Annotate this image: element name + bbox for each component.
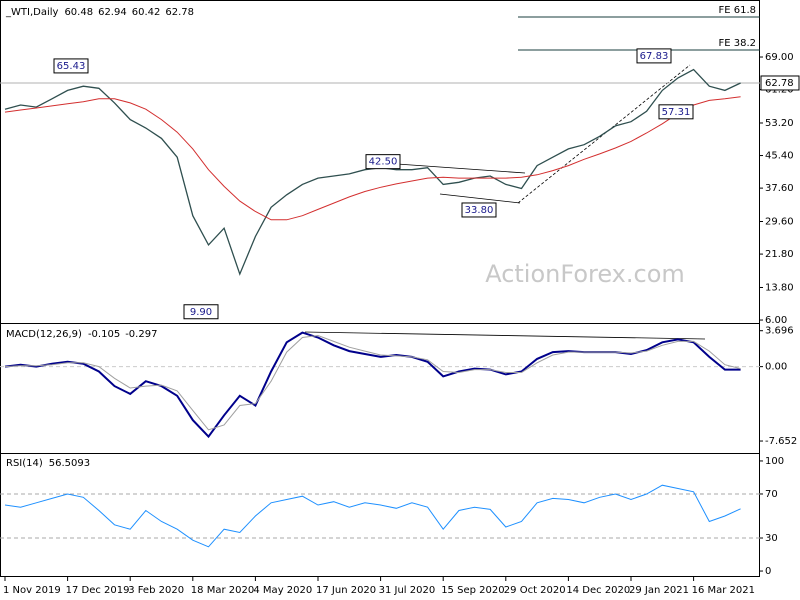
series-line	[4, 96, 741, 221]
price-label: 33.80	[465, 205, 494, 216]
price-label-box	[53, 58, 89, 74]
panel-title: _WTI,Daily	[5, 7, 59, 18]
last-price-box	[760, 75, 800, 91]
frame	[0, 0, 760, 577]
y-tick-label: 37.60	[765, 183, 794, 194]
y-tick-label: 69.00	[765, 52, 794, 63]
panel-reading: 62.78	[165, 7, 194, 18]
price-label: 57.31	[662, 107, 691, 118]
fe-label: FE 61.8	[718, 5, 756, 16]
trend-line	[382, 162, 526, 174]
y-tick-label: 29.60	[765, 217, 794, 228]
y-tick-label: 100	[765, 456, 784, 467]
price-label-box	[365, 154, 401, 170]
x-tick-label: 17 Dec 2019	[66, 585, 130, 596]
y-tick-label: 0.00	[765, 362, 787, 373]
y-tick-label: 45.40	[765, 151, 794, 162]
fe-label: FE 38.2	[718, 38, 756, 49]
trend-line	[439, 193, 521, 204]
trend-line	[304, 331, 706, 340]
x-tick-label: 18 Mar 2020	[191, 585, 254, 596]
y-tick-label: -7.652	[765, 436, 797, 447]
y-tick-label: 53.20	[765, 118, 794, 129]
y-tick-label: 0	[765, 566, 771, 577]
y-tick-label: 21.80	[765, 249, 794, 260]
price-label-box	[183, 304, 219, 320]
panel-reading: 60.48	[64, 7, 93, 18]
panel-reading: 56.5093	[49, 458, 90, 469]
x-tick-label: 17 Jun 2020	[316, 585, 376, 596]
watermark: ActionForex.com	[485, 260, 685, 288]
y-tick-label: 3.696	[765, 326, 794, 337]
x-tick-label: 16 Mar 2021	[692, 585, 755, 596]
price-label-box	[658, 104, 694, 120]
price-label-box	[636, 48, 672, 64]
last-price-label: 62.78	[765, 78, 794, 89]
price-label: 9.90	[190, 307, 212, 318]
panel-reading: 60.42	[132, 7, 161, 18]
x-tick-label: 15 Sep 2020	[441, 585, 504, 596]
x-tick-label: 3 Feb 2020	[128, 585, 184, 596]
panel-reading: 62.94	[98, 7, 127, 18]
price-label: 42.50	[369, 157, 398, 168]
y-tick-label: 13.80	[765, 282, 794, 293]
price-label: 65.43	[57, 61, 86, 72]
x-tick-label: 29 Jan 2021	[629, 585, 689, 596]
y-tick-label: 30	[765, 533, 778, 544]
series-line	[4, 484, 741, 548]
panel-title: MACD(12,26,9)	[6, 329, 82, 340]
x-tick-label: 4 May 2020	[253, 585, 312, 596]
panel-reading: -0.297	[125, 329, 157, 340]
x-tick-label: 1 Nov 2019	[3, 585, 61, 596]
price-label: 67.83	[640, 51, 669, 62]
x-tick-label: 14 Dec 2020	[566, 585, 630, 596]
price-label-box	[461, 202, 497, 218]
y-tick-label: 70	[765, 489, 778, 500]
panel-title: RSI(14)	[6, 458, 43, 469]
x-tick-label: 29 Oct 2020	[504, 585, 566, 596]
panel-reading: -0.105	[88, 329, 120, 340]
x-tick-label: 31 Jul 2020	[379, 585, 436, 596]
y-tick-label: 6.00	[765, 315, 787, 326]
series-line	[4, 334, 741, 431]
